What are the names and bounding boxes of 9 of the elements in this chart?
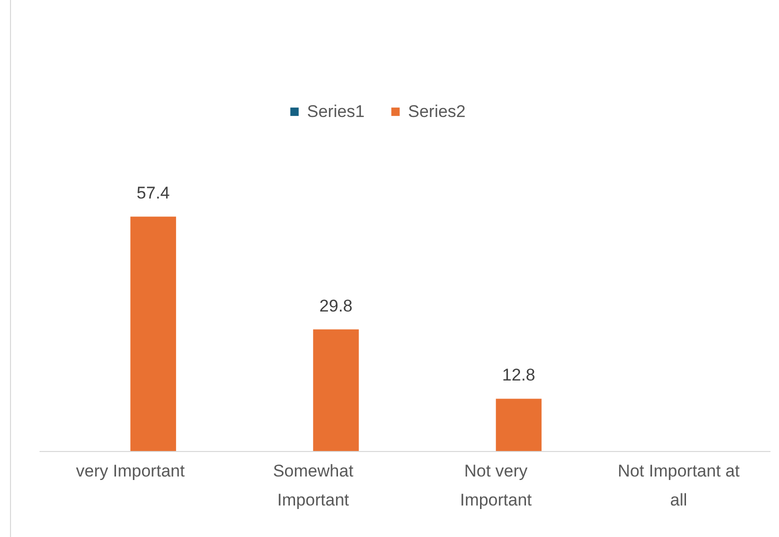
data-label: 12.8 xyxy=(502,366,536,385)
legend-label: Series1 xyxy=(307,102,365,121)
x-tick-label: Somewhat Important xyxy=(272,462,354,510)
data-label: 57.4 xyxy=(136,184,170,203)
data-label: 29.8 xyxy=(319,296,353,316)
x-tick-label: Not Important at all xyxy=(618,462,740,510)
legend-label: Series2 xyxy=(408,102,466,121)
x-tick-label: Not very Important xyxy=(460,462,532,510)
x-tick-label: very Important xyxy=(76,462,185,480)
